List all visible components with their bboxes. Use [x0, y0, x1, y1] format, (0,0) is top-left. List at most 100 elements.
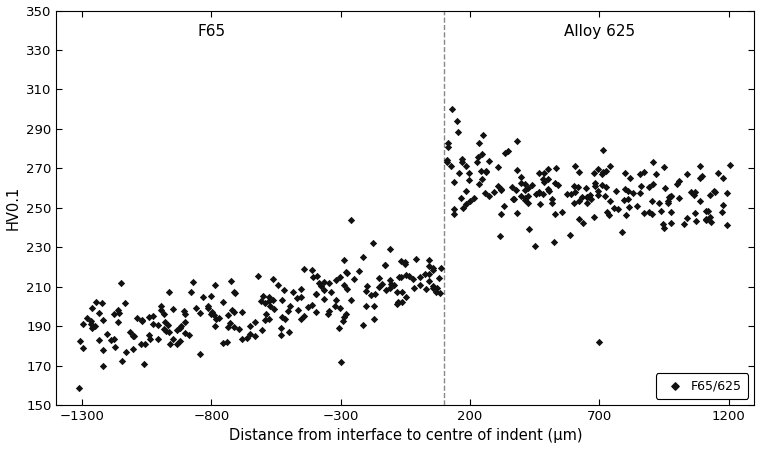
Point	[515, 174, 527, 181]
Point	[201, 303, 214, 310]
Point	[197, 294, 209, 301]
Point	[451, 118, 463, 125]
Point	[179, 318, 191, 325]
Point	[455, 194, 467, 201]
Point	[182, 331, 195, 339]
Point	[659, 185, 671, 192]
Point	[209, 281, 221, 288]
Point	[128, 333, 141, 340]
Point	[537, 175, 549, 182]
Point	[207, 308, 219, 316]
Point	[249, 319, 261, 326]
Point	[483, 157, 495, 164]
Point	[135, 340, 147, 348]
Point	[618, 197, 630, 204]
Point	[420, 285, 432, 292]
Point	[306, 266, 318, 273]
Point	[634, 189, 646, 196]
Point	[298, 266, 310, 273]
Point	[480, 167, 492, 175]
Point	[244, 330, 256, 337]
Point	[391, 300, 403, 307]
Point	[427, 264, 439, 271]
Point	[494, 233, 506, 240]
Point	[120, 349, 132, 356]
Point	[581, 194, 593, 201]
Point	[542, 165, 554, 172]
Point	[427, 267, 439, 274]
Point	[295, 293, 307, 300]
Point	[664, 193, 676, 200]
Point	[213, 315, 225, 322]
Point	[325, 289, 337, 296]
Point	[533, 188, 545, 195]
Point	[310, 309, 322, 316]
Point	[136, 317, 148, 324]
Point	[93, 309, 105, 317]
Point	[643, 183, 655, 190]
Point	[681, 171, 693, 178]
Point	[473, 140, 485, 147]
Point	[537, 190, 549, 197]
Point	[541, 186, 553, 193]
Point	[680, 214, 692, 221]
Point	[543, 187, 555, 194]
Point	[204, 310, 217, 317]
Point	[105, 336, 117, 343]
Y-axis label: HV0.1: HV0.1	[5, 186, 21, 230]
Point	[233, 326, 245, 333]
Point	[477, 175, 489, 182]
Point	[337, 317, 350, 325]
Point	[523, 226, 535, 233]
Point	[97, 317, 109, 324]
Point	[565, 190, 578, 198]
Point	[645, 211, 657, 218]
Point	[357, 321, 369, 329]
Point	[664, 193, 676, 200]
Point	[553, 182, 565, 189]
Point	[549, 238, 561, 245]
X-axis label: Distance from interface to centre of indent (μm): Distance from interface to centre of ind…	[229, 428, 582, 444]
Point	[90, 298, 102, 305]
Point	[116, 357, 128, 364]
Point	[318, 296, 330, 303]
Point	[208, 311, 220, 318]
Point	[306, 301, 318, 308]
Point	[74, 337, 87, 344]
Point	[522, 200, 534, 207]
Point	[510, 186, 522, 194]
Point	[318, 286, 330, 293]
Point	[155, 307, 167, 314]
Point	[522, 193, 534, 200]
Point	[700, 216, 712, 223]
Point	[622, 196, 634, 203]
Point	[508, 195, 520, 202]
Point	[179, 329, 191, 336]
Point	[650, 171, 662, 178]
Point	[345, 216, 357, 223]
Point	[635, 171, 647, 178]
Point	[573, 215, 585, 222]
Point	[670, 180, 682, 188]
Point	[264, 302, 276, 309]
Point	[255, 297, 267, 304]
Point	[367, 239, 379, 247]
Point	[709, 189, 721, 196]
Point	[307, 273, 319, 281]
Point	[311, 273, 323, 280]
Point	[708, 188, 720, 195]
Point	[295, 286, 307, 293]
Point	[604, 163, 616, 170]
Point	[185, 288, 198, 295]
Point	[101, 331, 113, 338]
Point	[279, 316, 291, 323]
Point	[158, 310, 170, 317]
Point	[620, 211, 632, 219]
Point	[627, 189, 639, 196]
Point	[426, 282, 439, 289]
Point	[464, 176, 476, 184]
Point	[163, 340, 176, 347]
Point	[287, 288, 299, 295]
Point	[173, 324, 185, 331]
Point	[488, 188, 500, 195]
